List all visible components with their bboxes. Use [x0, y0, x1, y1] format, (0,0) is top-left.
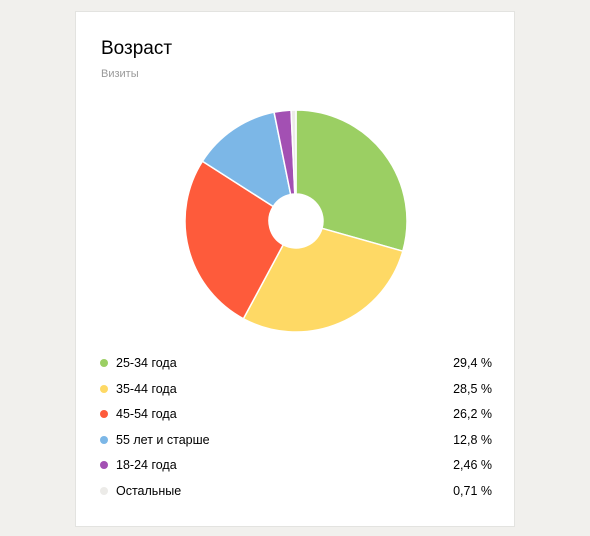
legend-value: 12,8 % — [453, 432, 492, 447]
legend-item[interactable]: 25-34 года 29,4 % — [100, 352, 496, 378]
card-subtitle: Визиты — [101, 68, 139, 80]
age-donut-chart — [184, 109, 408, 333]
legend-item[interactable]: 35-44 года 28,5 % — [100, 378, 496, 404]
age-report-card: Возраст Визиты 25-34 года 29,4 % 35-44 год… — [75, 11, 515, 527]
legend-color-dot — [100, 486, 108, 495]
pie-slice[interactable] — [290, 109, 297, 195]
legend-color-dot — [100, 384, 108, 393]
legend-label: 55 лет и старше — [116, 432, 210, 447]
legend-item[interactable]: 45-54 года 26,2 % — [100, 403, 496, 429]
pie-slice[interactable] — [295, 109, 408, 252]
legend-value: 29,4 % — [453, 356, 492, 370]
legend-value: 28,5 % — [453, 381, 492, 396]
legend-value: 2,46 % — [453, 458, 492, 473]
legend-color-dot — [100, 461, 108, 470]
legend-item[interactable]: Остальные 0,71 % — [100, 480, 496, 506]
card-title: Возраст — [101, 38, 173, 59]
legend-label: 45-54 года — [116, 407, 177, 422]
legend-label: Остальные — [116, 483, 182, 498]
pie-slice[interactable] — [184, 160, 284, 320]
legend-color-dot — [100, 435, 108, 444]
legend-value: 0,71 % — [453, 483, 492, 498]
pie-slice[interactable] — [242, 227, 404, 333]
chart-legend: 25-34 года 29,4 % 35-44 года 28,5 % 45-54 го… — [100, 352, 496, 506]
legend-item[interactable]: 55 лет и старше 12,8 % — [100, 429, 496, 455]
legend-item[interactable]: 18-24 года 2,46 % — [100, 454, 496, 480]
pie-slice[interactable] — [201, 111, 292, 208]
legend-color-dot — [100, 359, 108, 367]
legend-value: 26,2 % — [453, 407, 492, 422]
legend-label: 25-34 года — [116, 356, 177, 370]
legend-label: 18-24 года — [116, 458, 177, 473]
legend-color-dot — [100, 410, 108, 419]
legend-label: 35-44 года — [116, 381, 177, 396]
